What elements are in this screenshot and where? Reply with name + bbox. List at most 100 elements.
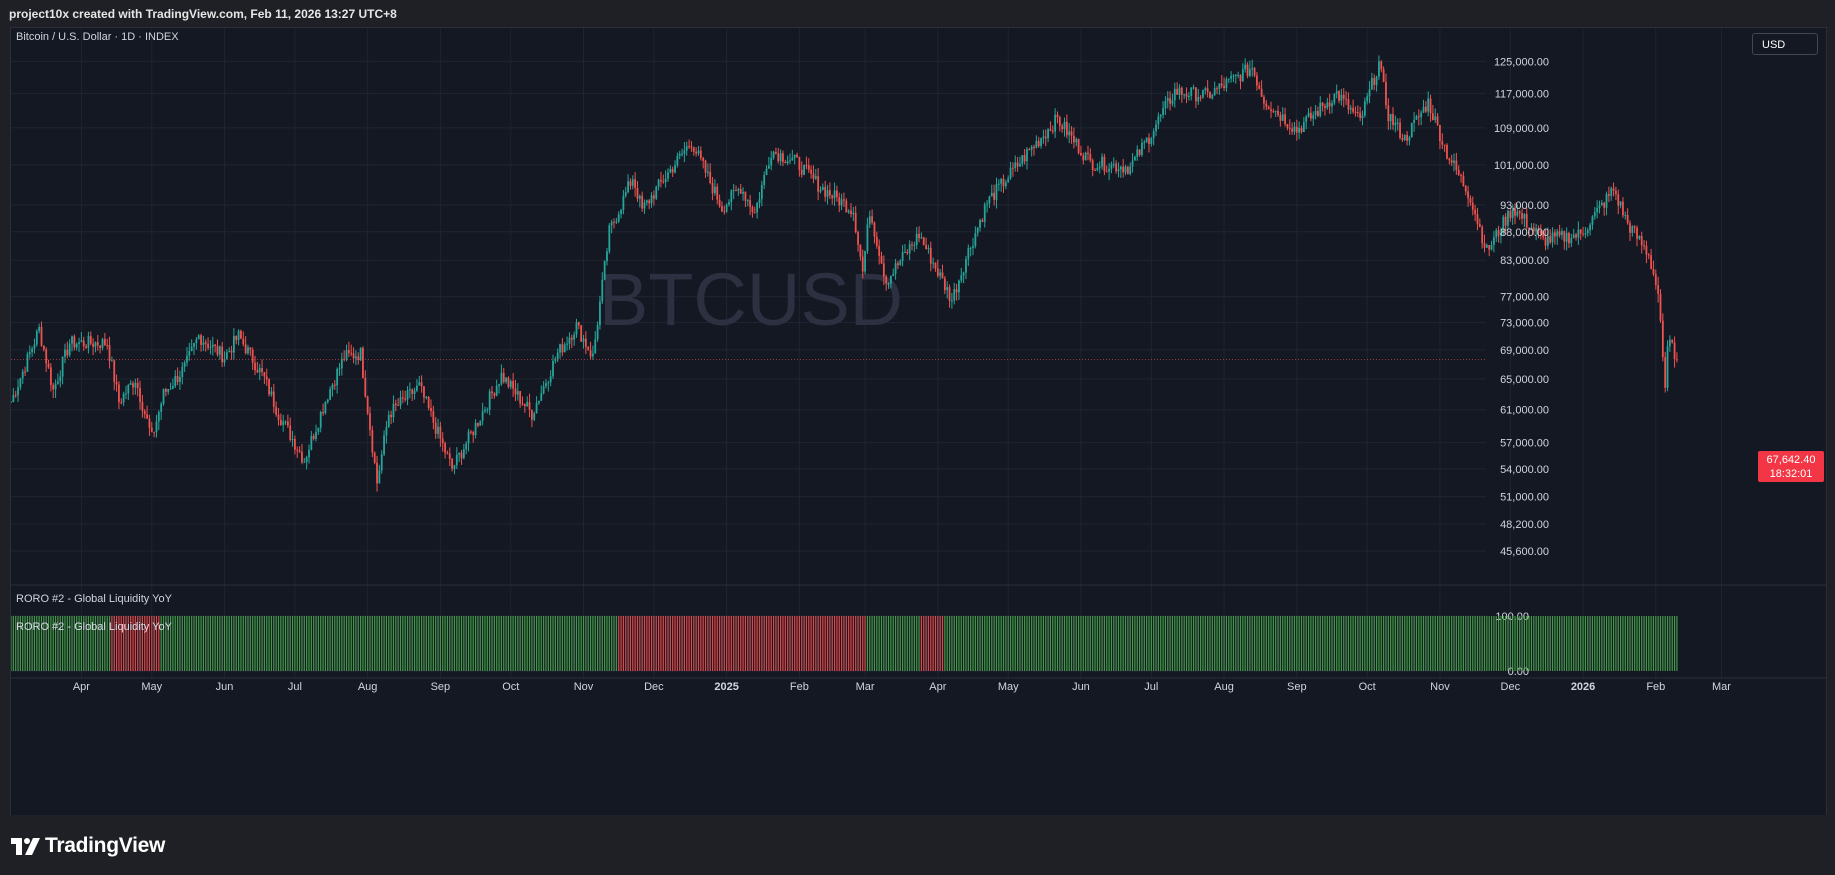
indicator-bar	[1486, 616, 1488, 671]
candle-body	[512, 381, 515, 389]
candle	[507, 376, 510, 389]
indicator-bar	[1153, 616, 1155, 671]
candle-body	[1422, 106, 1425, 113]
candle	[82, 336, 85, 351]
chart-frame[interactable]: BTCUSD 125,000.00 117,000.00 109,000.00 101…	[10, 27, 1827, 816]
time-tick-label: Jul	[1144, 681, 1158, 693]
candle	[943, 275, 946, 295]
candle-body	[1654, 274, 1657, 286]
candle	[587, 346, 590, 351]
candle-body	[333, 384, 336, 386]
indicator-bar	[310, 616, 312, 671]
indicator-bar	[1249, 616, 1251, 671]
indicator-bar	[1645, 616, 1648, 671]
indicator-bar	[1070, 616, 1073, 671]
candle	[1094, 168, 1096, 172]
candle-body	[1603, 202, 1606, 208]
candle	[411, 388, 414, 401]
candle	[40, 321, 43, 347]
candle-body	[1542, 233, 1545, 238]
indicator-bar	[704, 616, 707, 671]
candle-body	[1333, 93, 1336, 104]
indicator-bar	[341, 616, 343, 671]
candle-body	[366, 396, 369, 414]
candle	[1521, 208, 1523, 225]
candle-body	[711, 183, 714, 194]
indicator-bar	[1554, 616, 1556, 671]
candle	[1596, 200, 1599, 219]
candle-body	[1227, 78, 1230, 80]
candle-body	[315, 431, 317, 439]
indicator-legend[interactable]: RORO #2 - Global Liquidity YoY	[16, 593, 172, 605]
price-tick-label: 109,000.00	[1494, 123, 1549, 135]
candle-body	[89, 335, 92, 344]
candle	[1148, 133, 1150, 153]
candle-body	[186, 355, 188, 363]
indicator-bar	[1024, 616, 1026, 671]
candle	[1241, 63, 1244, 82]
candle	[683, 141, 686, 162]
candle	[312, 433, 315, 441]
candle-body	[96, 342, 99, 346]
candle-body	[437, 426, 439, 434]
chart-canvas[interactable]: BTCUSD 125,000.00117,000.00109,000.00101…	[11, 28, 1826, 815]
candle-body	[1195, 87, 1197, 102]
candle-body	[1307, 112, 1310, 117]
last-price-badge: 67,642.40 18:32:01	[1758, 451, 1824, 482]
indicator-bar	[383, 616, 385, 671]
indicator-bar	[1242, 616, 1244, 671]
candle	[1237, 71, 1240, 79]
indicator-bar	[1544, 616, 1547, 671]
candle	[1300, 125, 1303, 134]
candle	[1361, 110, 1364, 126]
indicator-bar	[981, 616, 983, 671]
indicator-bar	[385, 616, 388, 671]
indicator-bar	[594, 616, 596, 671]
indicator-bar	[181, 616, 183, 671]
candle	[1009, 161, 1012, 180]
candle-body	[645, 200, 648, 203]
candle-body	[878, 245, 881, 256]
candle-body	[1260, 88, 1263, 97]
candle	[660, 171, 662, 188]
candle	[296, 446, 299, 458]
candle	[505, 377, 507, 384]
candle	[1131, 153, 1134, 173]
candle-body	[129, 383, 132, 385]
indicator-bar	[397, 616, 399, 671]
indicator-bar	[1634, 616, 1636, 671]
candle	[57, 373, 59, 385]
indicator-bar	[998, 616, 1000, 671]
candle	[1380, 60, 1383, 73]
candle	[538, 400, 540, 405]
candle-body	[967, 248, 970, 260]
candle	[770, 150, 773, 171]
candle-body	[258, 368, 261, 373]
indicator-bar	[1061, 616, 1063, 671]
indicator-bar	[803, 616, 805, 671]
indicator-bar	[787, 616, 789, 671]
main-legend[interactable]: Bitcoin / U.S. Dollar · 1D · INDEX	[16, 31, 179, 43]
indicator-bar	[505, 616, 507, 671]
candle	[1176, 82, 1179, 95]
candle-body	[495, 385, 498, 396]
candle	[247, 344, 249, 355]
candle-body	[709, 171, 712, 184]
candle-body	[596, 325, 599, 340]
candle-body	[1136, 149, 1139, 157]
indicator-bar	[1533, 616, 1535, 671]
candle-body	[648, 200, 651, 204]
tradingview-logo[interactable]: TradingView	[11, 834, 165, 858]
indicator-bar	[200, 616, 202, 671]
candle-body	[1565, 232, 1568, 242]
candle-body	[237, 330, 240, 341]
indicator-bar	[1200, 616, 1202, 671]
candle	[983, 202, 986, 228]
candle-body	[420, 382, 423, 387]
indicator-bar	[871, 616, 873, 671]
candle	[1586, 227, 1589, 237]
currency-button[interactable]: USD	[1752, 33, 1818, 55]
candle-body	[681, 153, 683, 155]
candle	[235, 335, 238, 345]
candle	[277, 407, 280, 426]
